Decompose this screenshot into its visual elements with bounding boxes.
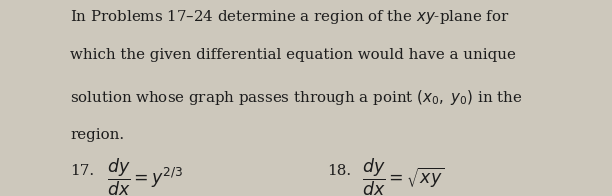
Text: $\dfrac{dy}{dx} = y^{2/3}$: $\dfrac{dy}{dx} = y^{2/3}$ (107, 157, 184, 196)
Text: region.: region. (70, 128, 124, 142)
Text: 18.: 18. (327, 163, 351, 178)
Text: 17.: 17. (70, 163, 94, 178)
Text: which the given differential equation would have a unique: which the given differential equation wo… (70, 48, 517, 62)
Text: In Problems 17–24 determine a region of the $xy$-plane for: In Problems 17–24 determine a region of … (70, 8, 510, 26)
Text: $\dfrac{dy}{dx} = \sqrt{xy}$: $\dfrac{dy}{dx} = \sqrt{xy}$ (362, 157, 445, 196)
Text: solution whose graph passes through a point $(x_0,\ y_0)$ in the: solution whose graph passes through a po… (70, 88, 523, 107)
